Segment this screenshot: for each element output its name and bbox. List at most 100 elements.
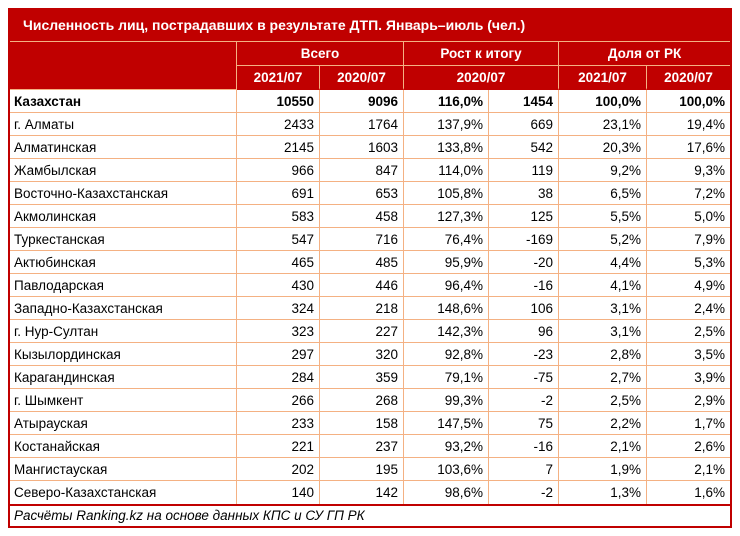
table-header: Всего Рост к итогу Доля от РК 2021/07 20… <box>10 42 731 90</box>
table-row: Северо-Казахстанская 140 142 98,6% -2 1,3% 1,6… <box>10 481 730 504</box>
group-header-row: Всего Рост к итогу Доля от РК <box>10 42 731 90</box>
table-source-note: Расчёты Ranking.kz на основе данных КПС … <box>10 504 730 525</box>
value-cell: 268 <box>320 389 404 412</box>
value-cell: -16 <box>489 274 560 297</box>
group-header-share: Доля от РК <box>559 42 731 66</box>
value-cell: 2,1% <box>647 458 731 481</box>
value-cell: 1454 <box>489 90 560 113</box>
table-row: Алматинская 2145 1603 133,8% 542 20,3% 17,6% <box>10 136 731 159</box>
region-name-cell: Восточно-Казахстанская <box>10 182 237 205</box>
value-cell: 3,5% <box>647 343 731 366</box>
value-cell: 4,9% <box>647 274 731 297</box>
table-row: Восточно-Казахстанская 691 653 105,8% 38 6,5%… <box>10 182 731 205</box>
value-cell: 233 <box>237 412 320 435</box>
value-cell: 98,6% <box>404 481 489 504</box>
value-cell: 2,4% <box>647 297 731 320</box>
value-cell: 297 <box>237 343 320 366</box>
value-cell: 17,6% <box>647 136 731 159</box>
value-cell: 133,8% <box>404 136 489 159</box>
value-cell: -2 <box>489 389 560 412</box>
value-cell: 653 <box>320 182 404 205</box>
table-row: Карагандинская 284 359 79,1% -75 2,7% 3,9% <box>10 366 731 389</box>
value-cell: 1,3% <box>559 481 648 504</box>
value-cell: 1,9% <box>559 458 648 481</box>
sub-header-growth-2020: 2020/07 <box>404 66 560 90</box>
value-cell: 92,8% <box>404 343 489 366</box>
value-cell: 105,8% <box>404 182 489 205</box>
value-cell: 3,9% <box>647 366 731 389</box>
value-cell: -75 <box>489 366 560 389</box>
table-title: Численность лиц, пострадавших в результа… <box>10 10 730 42</box>
value-cell: 2,2% <box>559 412 648 435</box>
value-cell: 547 <box>237 228 320 251</box>
sub-header-total-2021: 2021/07 <box>237 66 320 90</box>
value-cell: 20,3% <box>559 136 648 159</box>
value-cell: 4,1% <box>559 274 648 297</box>
value-cell: 5,5% <box>559 205 648 228</box>
table-row: Павлодарская 430 446 96,4% -16 4,1% 4,9% <box>10 274 731 297</box>
value-cell: 5,2% <box>559 228 648 251</box>
value-cell: 142 <box>320 481 404 504</box>
value-cell: 116,0% <box>404 90 489 113</box>
value-cell: 227 <box>320 320 404 343</box>
group-header-growth: Рост к итогу <box>404 42 560 66</box>
table-row: Кызылординская 297 320 92,8% -23 2,8% 3,5% <box>10 343 731 366</box>
value-cell: 2,5% <box>647 320 731 343</box>
value-cell: 96 <box>489 320 560 343</box>
value-cell: 79,1% <box>404 366 489 389</box>
value-cell: 75 <box>489 412 560 435</box>
region-name-cell: Атырауская <box>10 412 237 435</box>
region-name-cell: Мангистауская <box>10 458 237 481</box>
value-cell: 125 <box>489 205 560 228</box>
value-cell: 7,9% <box>647 228 731 251</box>
region-name-cell: Карагандинская <box>10 366 237 389</box>
value-cell: 458 <box>320 205 404 228</box>
table-row: Атырауская 233 158 147,5% 75 2,2% 1,7% <box>10 412 731 435</box>
region-name-cell: Западно-Казахстанская <box>10 297 237 320</box>
group-header-total: Всего <box>237 42 404 66</box>
value-cell: 103,6% <box>404 458 489 481</box>
sub-header-share-2021: 2021/07 <box>559 66 648 90</box>
region-name-cell: г. Нур-Султан <box>10 320 237 343</box>
table-row: Западно-Казахстанская 324 218 148,6% 106 3,1%… <box>10 297 731 320</box>
value-cell: 237 <box>320 435 404 458</box>
value-cell: 119 <box>489 159 560 182</box>
region-name-cell: Кызылординская <box>10 343 237 366</box>
value-cell: -20 <box>489 251 560 274</box>
table-row: Костанайская 221 237 93,2% -16 2,1% 2,6% <box>10 435 731 458</box>
value-cell: 485 <box>320 251 404 274</box>
region-name-cell: Туркестанская <box>10 228 237 251</box>
value-cell: 9,3% <box>647 159 731 182</box>
value-cell: 23,1% <box>559 113 648 136</box>
table-body: Казахстан 10550 9096 116,0% 1454 100,0% 100,0%… <box>10 90 731 504</box>
value-cell: 1,6% <box>694 485 726 500</box>
region-name-cell: Костанайская <box>10 435 237 458</box>
sub-header-total-2020: 2020/07 <box>320 66 404 90</box>
value-cell: 266 <box>237 389 320 412</box>
value-cell: 9,2% <box>559 159 648 182</box>
value-cell: 195 <box>320 458 404 481</box>
value-cell: -16 <box>489 435 560 458</box>
value-cell: 221 <box>237 435 320 458</box>
value-cell: 2,9% <box>647 389 731 412</box>
value-cell: 2433 <box>237 113 320 136</box>
region-name-cell: Акмолинская <box>10 205 237 228</box>
value-cell: 202 <box>237 458 320 481</box>
sub-header-share-2020: 2020/07 <box>647 66 731 90</box>
value-cell: -23 <box>489 343 560 366</box>
value-cell: 100,0% <box>647 90 731 113</box>
value-cell: 5,3% <box>647 251 731 274</box>
table-row: Мангистауская 202 195 103,6% 7 1,9% 2,1% <box>10 458 731 481</box>
value-cell: 1,7% <box>647 412 731 435</box>
value-cell: 140 <box>237 481 320 504</box>
value-cell: 2,5% <box>559 389 648 412</box>
region-name-cell: Павлодарская <box>10 274 237 297</box>
table-row: Казахстан 10550 9096 116,0% 1454 100,0% 100,0% <box>10 90 731 113</box>
value-cell: 320 <box>320 343 404 366</box>
value-cell: 96,4% <box>404 274 489 297</box>
value-cell: 2145 <box>237 136 320 159</box>
value-cell: 583 <box>237 205 320 228</box>
table-row: г. Алматы 2433 1764 137,9% 669 23,1% 19,4% <box>10 113 731 136</box>
region-name-cell: Алматинская <box>10 136 237 159</box>
table-row: Жамбылская 966 847 114,0% 119 9,2% 9,3% <box>10 159 731 182</box>
